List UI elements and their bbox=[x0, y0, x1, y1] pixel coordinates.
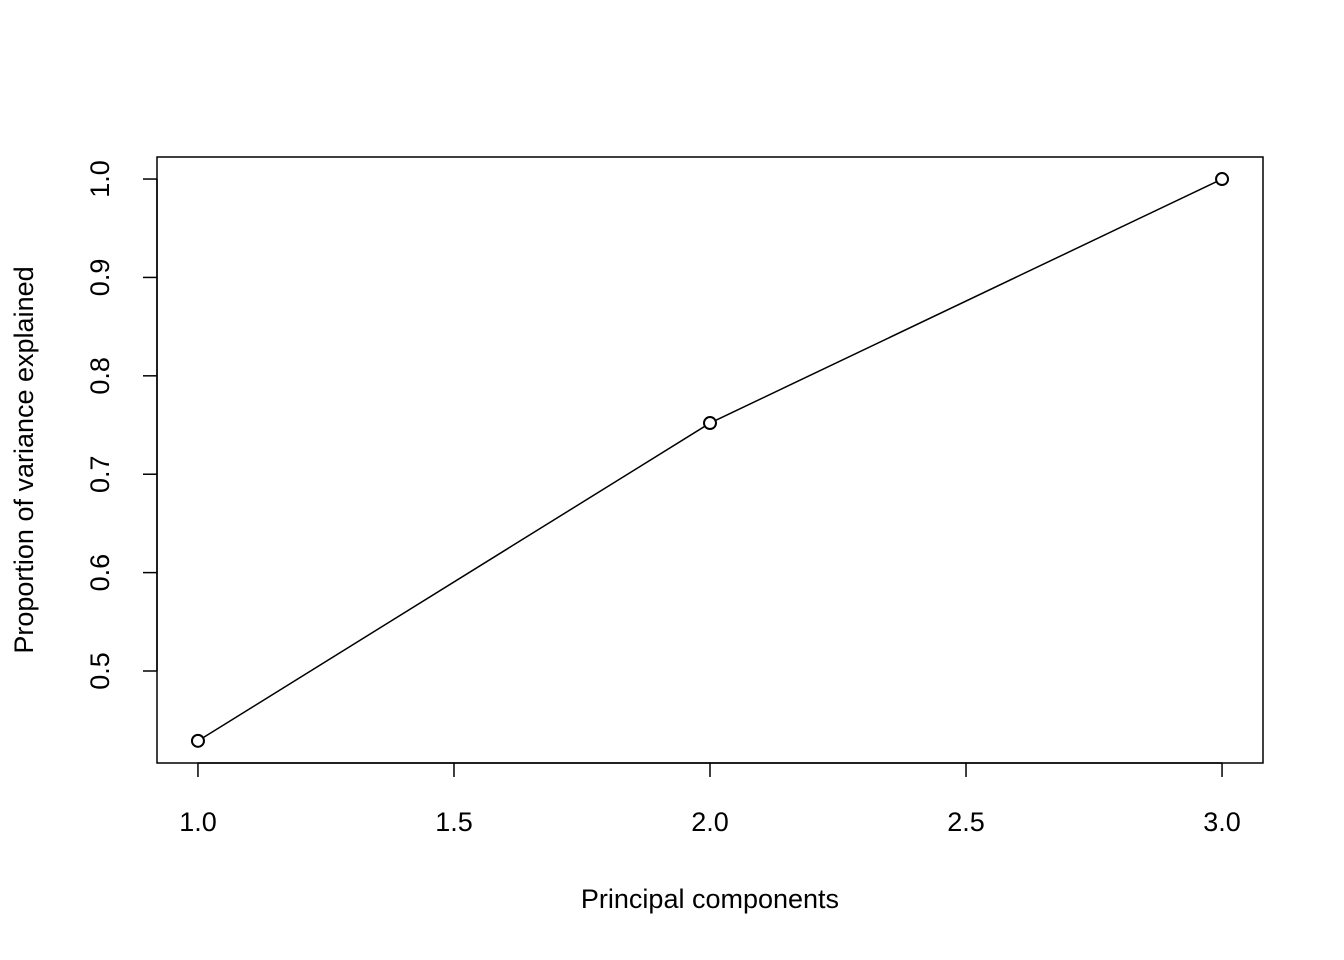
data-point bbox=[703, 416, 717, 431]
data-line bbox=[197, 178, 1223, 742]
y-axis-label: Proportion of variance explained bbox=[9, 266, 39, 653]
x-tick-label: 2.5 bbox=[947, 807, 985, 837]
x-tick-label: 3.0 bbox=[1203, 807, 1241, 837]
plot-frame bbox=[156, 156, 1264, 764]
x-tick-label: 1.5 bbox=[435, 807, 473, 837]
y-tick-label: 0.6 bbox=[85, 554, 115, 592]
y-tick-label: 0.9 bbox=[85, 259, 115, 297]
x-tick-label: 1.0 bbox=[179, 807, 217, 837]
y-tick-label: 0.7 bbox=[85, 455, 115, 493]
x-axis-label: Principal components bbox=[581, 884, 839, 914]
y-tick-label: 1.0 bbox=[85, 160, 115, 198]
x-tick-label: 2.0 bbox=[691, 807, 729, 837]
y-tick-label: 0.8 bbox=[85, 357, 115, 395]
y-tick-label: 0.5 bbox=[85, 652, 115, 690]
data-point bbox=[1215, 172, 1230, 187]
data-point bbox=[190, 733, 205, 748]
